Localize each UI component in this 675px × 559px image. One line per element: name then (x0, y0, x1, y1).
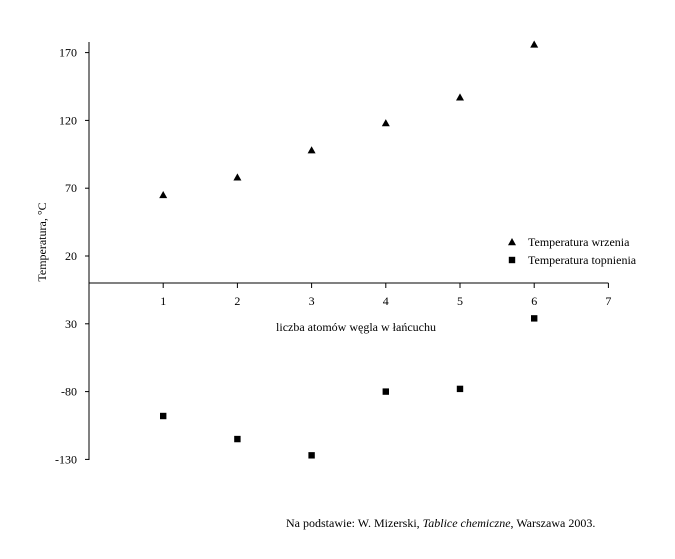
y-tick-label: 70 (65, 181, 77, 195)
legend-marker-topnienia (508, 256, 516, 264)
source-note: Na podstawie: W. Mizerski, Tablice chemi… (286, 516, 595, 531)
x-tick-label: 4 (383, 294, 389, 308)
point-temperatura-topnienia (456, 385, 464, 393)
y-tick-label: -130 (55, 452, 77, 466)
point-temperatura-wrzenia (307, 146, 316, 154)
y-tick-label: 30 (65, 317, 77, 331)
y-tick-label: -80 (61, 385, 77, 399)
x-axis-title: liczba atomów węgla w łańcuchu (276, 320, 436, 334)
point-temperatura-topnienia (531, 315, 538, 322)
x-tick-label: 1 (160, 294, 166, 308)
y-tick-label: 170 (59, 46, 77, 60)
y-axis-title: Temperatura, °C (35, 202, 49, 281)
point-temperatura-wrzenia (159, 190, 168, 199)
x-tick-label: 5 (457, 294, 463, 308)
point-temperatura-wrzenia (381, 119, 390, 127)
point-temperatura-topnienia (160, 412, 167, 420)
x-tick-label: 7 (605, 294, 611, 308)
y-tick-label: 20 (65, 249, 77, 263)
point-temperatura-topnienia (308, 452, 315, 459)
legend-label-topnienia: Temperatura topnienia (528, 253, 637, 267)
point-temperatura-topnienia (234, 435, 241, 443)
legend-label-wrzenia: Temperatura wrzenia (528, 235, 630, 249)
source-suffix: , Warszawa 2003. (510, 516, 596, 530)
point-temperatura-wrzenia (456, 93, 464, 101)
x-tick-label: 2 (234, 294, 240, 308)
x-tick-label: 6 (531, 294, 537, 308)
x-tick-label: 3 (309, 294, 315, 308)
legend-marker-wrzenia (508, 238, 516, 246)
point-temperatura-wrzenia (530, 40, 539, 48)
source-prefix: Na podstawie: W. Mizerski, (286, 516, 423, 530)
point-temperatura-topnienia (382, 388, 389, 395)
source-book-title: Tablice chemiczne (422, 516, 511, 530)
y-tick-label: 120 (59, 113, 77, 127)
point-temperatura-wrzenia (233, 173, 242, 181)
